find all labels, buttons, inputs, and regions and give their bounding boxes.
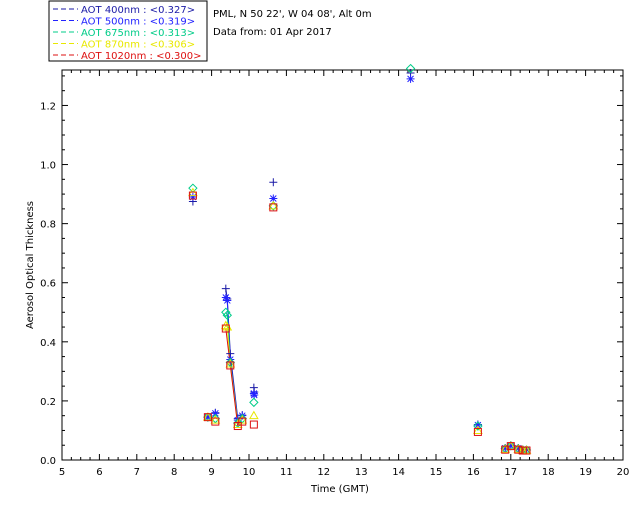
marker-triangle: [225, 358, 236, 368]
marker-diamond: [405, 63, 416, 74]
y-tick-label: 1.0: [40, 161, 56, 172]
marker-asterisk: [406, 74, 415, 83]
marker-asterisk: [250, 391, 259, 399]
x-tick-label: 5: [59, 467, 65, 478]
marker-triangle: [473, 425, 483, 434]
site-title: PML, N 50 22', W 04 08', Alt 0m: [213, 9, 372, 20]
x-tick-label: 14: [392, 467, 405, 478]
date-subtitle: Data from: 01 Apr 2017: [213, 27, 332, 38]
x-tick-label: 9: [208, 467, 214, 478]
x-tick-label: 17: [504, 467, 517, 478]
axis-tick-labels: 5 6 7 8 9 10 11 12 13 14 15 16 17 18 19 20 0.0 0.2 0.4 0.6 0…: [40, 101, 629, 478]
x-tick-label: 19: [579, 467, 592, 478]
marker-asterisk: [501, 444, 510, 453]
x-tick-label: 16: [467, 467, 480, 478]
marker-triangle: [237, 415, 248, 424]
x-tick-label: 13: [355, 467, 368, 478]
marker-asterisk: [221, 293, 230, 302]
marker-square: [188, 191, 197, 200]
legend-label: AOT 400nm : <0.327>: [81, 5, 195, 16]
marker-asterisk: [514, 444, 523, 453]
marker-asterisk: [269, 194, 278, 203]
marker-triangle: [232, 419, 243, 429]
legend-label: AOT 675nm : <0.313>: [81, 28, 195, 39]
marker-square: [269, 203, 278, 212]
series-line: [225, 328, 239, 427]
marker-square: [522, 446, 531, 455]
x-tick-label: 6: [96, 467, 102, 478]
y-tick-label: 0.4: [40, 338, 56, 349]
x-tick-label: 20: [617, 467, 630, 478]
x-tick-label: 12: [317, 467, 330, 478]
marker-diamond: [473, 421, 483, 431]
marker-asterisk: [223, 296, 232, 305]
marker-asterisk: [188, 193, 197, 202]
marker-square: [514, 445, 523, 454]
marker-square: [233, 422, 242, 431]
axis-ticks: [61, 70, 624, 461]
marker-triangle: [202, 412, 213, 421]
y-tick-label: 0.0: [40, 456, 56, 467]
marker-plus: [269, 178, 278, 187]
x-tick-label: 7: [134, 467, 140, 478]
legend-box: [48, 0, 208, 62]
x-tick-label: 18: [542, 467, 555, 478]
marker-square: [211, 417, 220, 426]
legend-label: AOT 500nm : <0.319>: [81, 17, 195, 28]
marker-square: [221, 324, 230, 333]
x-tick-label: 11: [280, 467, 293, 478]
marker-triangle: [513, 444, 524, 453]
marker-asterisk: [473, 421, 482, 430]
marker-diamond: [249, 397, 259, 408]
y-axis-label: Aerosol Optical Thickness: [25, 201, 36, 329]
x-tick-label: 8: [171, 467, 177, 478]
y-tick-label: 0.8: [40, 220, 56, 231]
x-tick-label: 10: [243, 467, 256, 478]
x-tick-label: 15: [430, 467, 443, 478]
data-markers: [188, 63, 532, 455]
marker-asterisk: [203, 413, 212, 422]
legend-label: AOT 1020nm : <0.300>: [81, 51, 201, 62]
marker-triangle: [268, 200, 279, 210]
marker-square: [226, 361, 235, 370]
legend-label: AOT 870nm : <0.306>: [81, 40, 195, 51]
marker-asterisk: [211, 409, 220, 418]
x-axis-label: Time (GMT): [310, 484, 369, 495]
marker-triangle: [249, 410, 259, 420]
marker-plus: [221, 284, 230, 293]
y-tick-label: 0.6: [40, 279, 56, 290]
y-tick-label: 1.2: [40, 101, 56, 112]
marker-square: [203, 413, 212, 422]
marker-asterisk: [506, 441, 515, 450]
marker-diamond: [222, 310, 233, 320]
legend: AOT 400nm : <0.327>AOT 500nm : <0.319>AO…: [53, 5, 201, 62]
y-tick-label: 0.2: [40, 397, 56, 408]
marker-diamond: [268, 201, 279, 211]
marker-square: [473, 427, 482, 436]
marker-square: [249, 420, 258, 429]
marker-diamond: [221, 307, 231, 317]
plot-frame: [61, 69, 624, 461]
marker-square: [238, 417, 247, 426]
marker-triangle: [210, 415, 221, 424]
